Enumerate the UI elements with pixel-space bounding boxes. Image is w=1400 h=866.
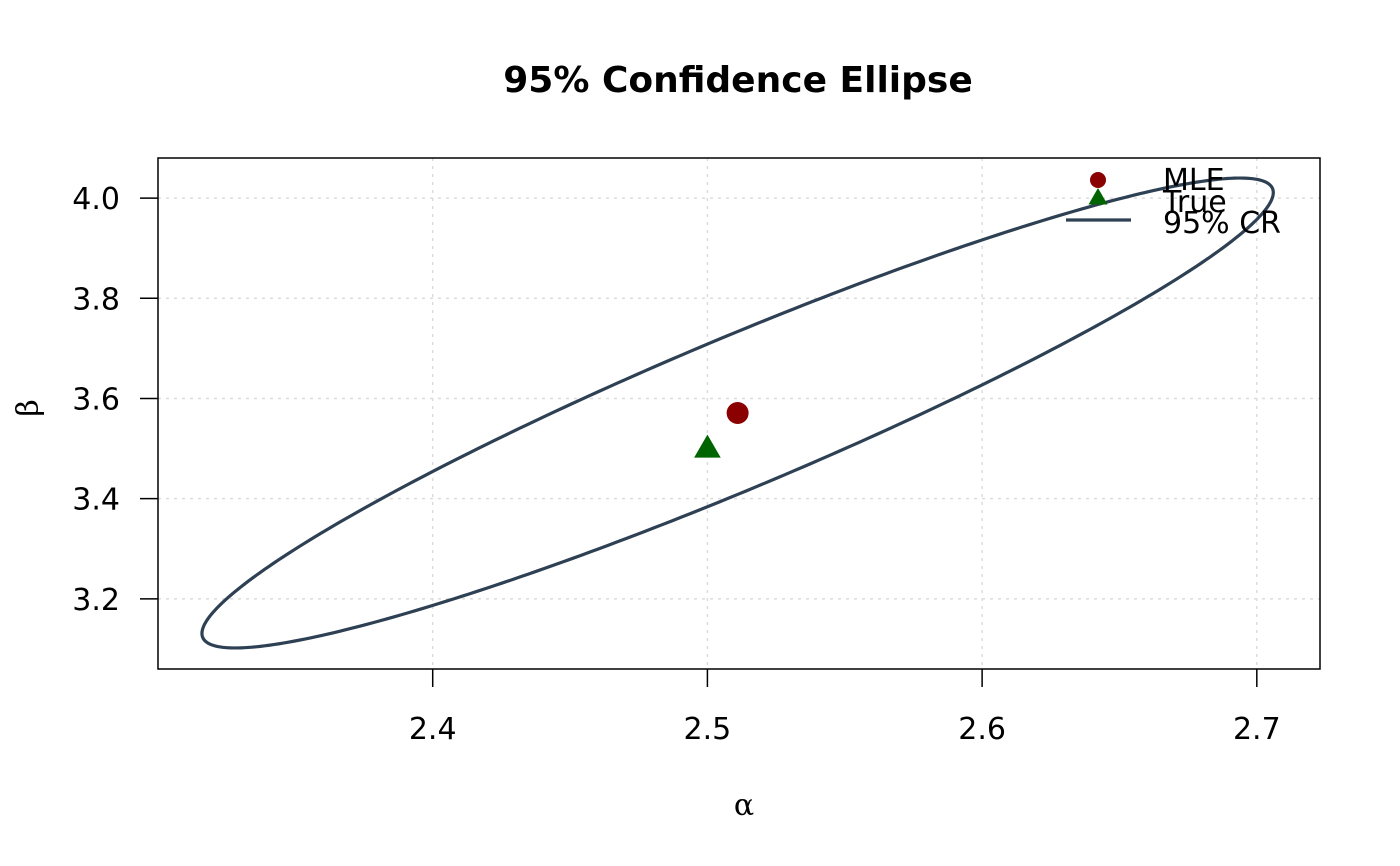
legend-symbol-true (1088, 188, 1108, 205)
y-tick-label: 3.8 (72, 282, 120, 317)
y-axis-label: β (11, 399, 46, 416)
point-true (694, 434, 721, 458)
x-tick-label: 2.5 (684, 712, 732, 747)
x-tick-label: 2.7 (1233, 712, 1281, 747)
plot-frame (157, 157, 1321, 670)
point-mle (726, 401, 749, 424)
legend-label: 95% CR (1163, 206, 1281, 241)
x-axis-label: α (734, 788, 754, 823)
y-tick-label: 4.0 (72, 182, 120, 217)
y-tick-label: 3.2 (72, 583, 120, 618)
x-tick-label: 2.4 (409, 712, 457, 747)
legend-symbol-mle (1090, 172, 1106, 188)
legend-label: True (1162, 185, 1227, 220)
y-tick-label: 3.6 (72, 382, 120, 417)
x-tick-label: 2.6 (958, 712, 1006, 747)
x-axis: 2.4 2.5 2.6 2.7 (409, 669, 1281, 747)
legend-label: MLE (1163, 163, 1225, 198)
points-layer (694, 401, 749, 458)
y-tick-label: 3.4 (72, 483, 120, 518)
y-axis: 3.2 3.4 3.6 3.8 4.0 (72, 182, 158, 618)
confidence-ellipse (200, 176, 1275, 650)
chart-title: 95% Confidence Ellipse (503, 60, 973, 101)
